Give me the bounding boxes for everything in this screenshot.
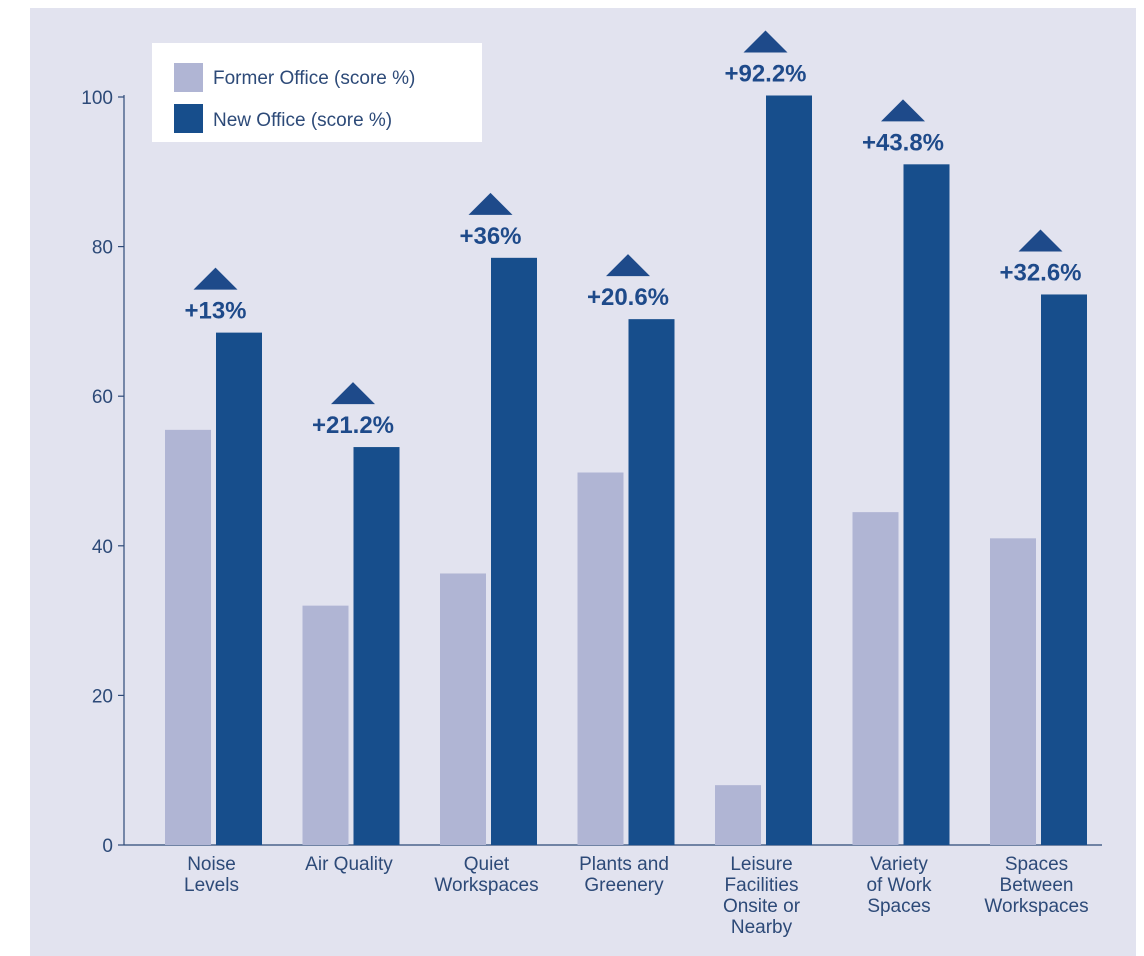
- increase-arrow-icon: [881, 99, 925, 122]
- increase-label: +32.6%: [999, 259, 1081, 286]
- bar-former-office: [852, 512, 899, 845]
- x-tick-label-line: Spaces: [867, 896, 930, 917]
- bar-new-office: [1041, 294, 1087, 845]
- increase-arrow-icon: [743, 30, 788, 53]
- x-tick-label: Quiet Workspaces: [434, 854, 538, 896]
- increase-label: +92.2%: [724, 61, 806, 88]
- x-tick-label: Spaces Between Workspaces: [984, 854, 1088, 917]
- x-tick-label-line: Noise: [187, 854, 236, 875]
- x-tick-label-line: Quiet: [464, 854, 510, 875]
- bar-new-office: [491, 257, 537, 845]
- x-tick-label-line: Spaces: [1005, 854, 1068, 875]
- increase-arrow-icon: [468, 192, 513, 215]
- increase-label: +21.2%: [312, 412, 394, 439]
- x-tick-label: Plants and Greenery: [579, 854, 669, 896]
- x-tick-label: Variety of Work Spaces: [866, 854, 932, 917]
- y-tick-label: 80: [92, 238, 113, 259]
- y-axis: 0 20 40 60 80 100: [81, 88, 125, 857]
- increase-arrow-icon: [331, 382, 375, 405]
- bar-new-office: [353, 447, 400, 845]
- x-tick-label-line: Nearby: [731, 917, 793, 938]
- bar-former-office: [715, 785, 761, 845]
- y-tick-label: 40: [92, 537, 113, 558]
- x-tick-label-line: Between: [1000, 875, 1074, 896]
- legend: Former Office (score %) New Office (scor…: [152, 43, 482, 142]
- bars-group: [165, 95, 1087, 845]
- bar-new-office: [903, 164, 950, 845]
- increase-arrow-icon: [606, 254, 650, 277]
- x-tick-label-line: Workspaces: [984, 896, 1088, 917]
- x-tick-label-line: Air Quality: [305, 854, 393, 875]
- bar-former-office: [302, 605, 349, 845]
- x-tick-label-line: Greenery: [584, 875, 664, 896]
- increase-label: +20.6%: [587, 284, 669, 311]
- bar-former-office: [165, 429, 211, 845]
- legend-swatch-new: [174, 104, 203, 133]
- y-tick-label: 60: [92, 387, 113, 408]
- increase-label: +43.8%: [862, 129, 944, 156]
- legend-label-former: Former Office (score %): [213, 68, 415, 89]
- bar-former-office: [990, 538, 1036, 845]
- x-tick-label-line: Variety: [870, 854, 928, 875]
- legend-swatch-former: [174, 63, 203, 92]
- annotations-group: +13% +21.2% +36% +20.6% +92.2% +43.8% +32.6%: [184, 30, 1082, 439]
- x-tick-label-line: Onsite or: [723, 896, 801, 917]
- legend-box: [152, 43, 482, 142]
- x-tick-label-line: Workspaces: [434, 875, 538, 896]
- bar-new-office: [628, 319, 675, 845]
- bar-new-office: [766, 95, 812, 845]
- bar-new-office: [216, 332, 262, 845]
- x-tick-label-line: Levels: [184, 875, 239, 896]
- x-tick-label-line: Facilities: [725, 875, 799, 896]
- x-tick-label-line: of Work: [866, 875, 932, 896]
- legend-label-new: New Office (score %): [213, 110, 392, 131]
- increase-arrow-icon: [1018, 229, 1063, 252]
- x-tick-label-line: Leisure: [730, 854, 792, 875]
- bar-former-office: [577, 472, 624, 845]
- increase-label: +36%: [459, 223, 521, 250]
- x-tick-label: Air Quality: [305, 854, 393, 875]
- x-tick-label: Noise Levels: [184, 854, 239, 896]
- x-tick-label: Leisure Facilities Onsite or Nearby: [723, 854, 801, 938]
- y-tick-label: 100: [81, 88, 113, 109]
- y-tick-label: 20: [92, 686, 113, 707]
- increase-label: +13%: [184, 298, 246, 325]
- y-tick-label: 0: [102, 836, 113, 857]
- x-tick-label-line: Plants and: [579, 854, 669, 875]
- increase-arrow-icon: [193, 267, 238, 290]
- bar-former-office: [440, 573, 486, 845]
